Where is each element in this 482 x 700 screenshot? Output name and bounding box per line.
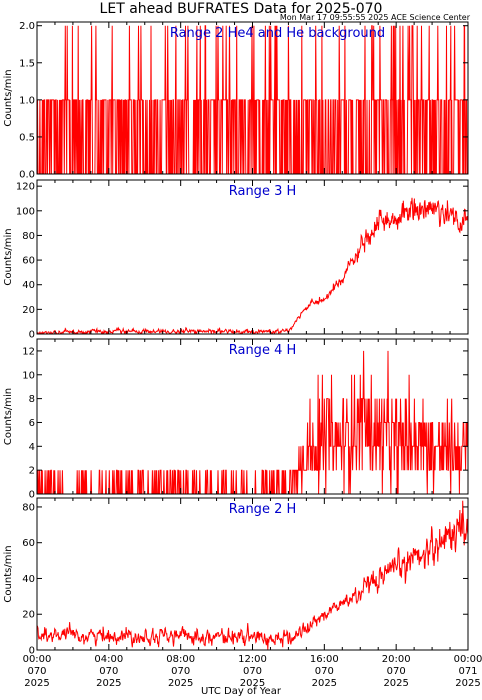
y-tick-label: 0.5	[19, 132, 35, 143]
y-tick-label: 0	[29, 330, 35, 341]
x-tick-label: 070	[171, 666, 190, 677]
panel-frame	[36, 497, 469, 651]
y-tick-label: 60	[22, 256, 35, 267]
y-tick-label: 2	[29, 466, 35, 477]
y-tick-label: 60	[22, 538, 35, 549]
x-tick-label: 12:00	[238, 654, 267, 665]
x-tick-label: 2025	[24, 678, 49, 689]
x-tick-label: 2025	[312, 678, 337, 689]
y-tick-label: 40	[22, 280, 35, 291]
panel-title: Range 4 H	[229, 343, 297, 358]
x-tick-label: 16:00	[310, 654, 339, 665]
y-tick-label: 20	[22, 610, 35, 621]
y-tick-label: 6	[29, 418, 35, 429]
x-axis-label: UTC Day of Year	[201, 686, 282, 697]
x-tick-label: 2025	[455, 678, 480, 689]
y-axis-label: Counts/min	[3, 388, 14, 445]
panel-4: 0 20 40 60 80 Range 2 H Counts/min	[3, 497, 469, 657]
y-tick-label: 100	[16, 206, 35, 217]
y-axis-label: Counts/min	[3, 69, 14, 126]
y-tick-label: 40	[22, 574, 35, 585]
timestamp-label: Mon Mar 17 09:55:55 2025 ACE Science Cen…	[280, 13, 471, 22]
y-tick-label: 20	[22, 305, 35, 316]
x-tick-label: 070	[99, 666, 118, 677]
x-tick-label: 2025	[383, 678, 408, 689]
panel-1: 0.0 0.5 1.0 1.5 2.0 Range 2 He4 and He backgr…	[3, 21, 469, 181]
y-axis-label: Counts/min	[3, 228, 14, 285]
panel-3: 0 2 4 6 8 10 12 Range 4 H Counts/min	[3, 338, 469, 501]
x-tick-label: 20:00	[382, 654, 411, 665]
x-tick-label: 04:00	[94, 654, 123, 665]
x-tick-label: 070	[27, 666, 46, 677]
x-axis-ticks: 00:00070202504:00070202508:00070202512:0…	[23, 654, 482, 689]
y-tick-label: 0	[29, 490, 35, 501]
chart-title: LET ahead BUFRATES Data for 2025-070	[100, 1, 383, 17]
y-tick-label: 80	[22, 231, 35, 242]
series-line	[37, 25, 468, 174]
x-tick-label: 2025	[240, 678, 265, 689]
x-tick-label: 070	[243, 666, 262, 677]
x-tick-label: 071	[458, 666, 477, 677]
x-tick-label: 070	[315, 666, 334, 677]
x-tick-label: 2025	[168, 678, 193, 689]
y-tick-label: 4	[29, 442, 35, 453]
y-tick-label: 10	[22, 370, 35, 381]
x-tick-label: 070	[387, 666, 406, 677]
y-tick-label: 12	[22, 346, 35, 357]
panel-title: Range 3 H	[229, 184, 297, 199]
y-axis-label: Counts/min	[3, 545, 14, 602]
y-tick-label: 0.0	[19, 170, 35, 181]
panel-2: 0 20 40 60 80 100 120 Range 3 H Counts/min	[3, 179, 469, 341]
panels-group: 0.0 0.5 1.0 1.5 2.0 Range 2 He4 and He backgr…	[3, 21, 469, 657]
y-tick-label: 0	[29, 646, 35, 657]
x-tick-label: 08:00	[166, 654, 195, 665]
series-line	[37, 500, 468, 650]
x-tick-label: 00:00	[23, 654, 52, 665]
y-tick-label: 2.0	[19, 21, 35, 32]
y-tick-label: 1.5	[19, 58, 35, 69]
series-line	[37, 350, 468, 494]
y-tick-label: 80	[22, 502, 35, 513]
y-tick-label: 8	[29, 394, 35, 405]
panel-title: Range 2 He4 and He background	[170, 26, 385, 41]
panel-title: Range 2 H	[229, 502, 297, 517]
y-tick-label: 120	[16, 182, 35, 193]
y-tick-label: 1.0	[19, 95, 35, 106]
series-line	[37, 197, 468, 334]
x-tick-label: 2025	[96, 678, 121, 689]
x-tick-label: 00:00	[454, 654, 482, 665]
